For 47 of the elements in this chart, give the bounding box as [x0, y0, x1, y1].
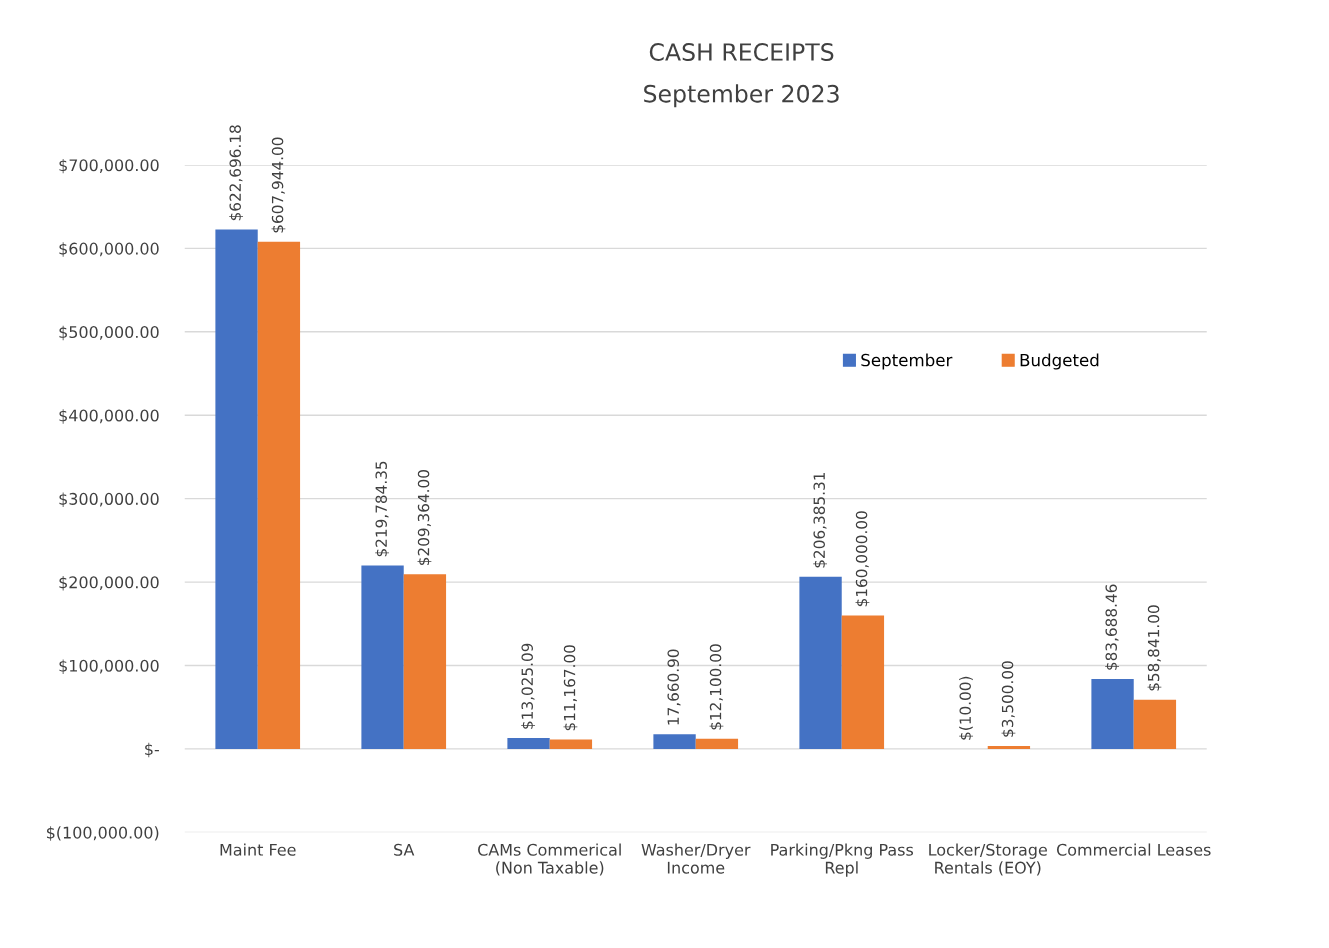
chart-title: CASH RECEIPTS [649, 43, 834, 61]
data-label: $(10.00) [959, 676, 974, 740]
data-label: $58,841.00 [1147, 605, 1162, 691]
data-label: $160,000.00 [855, 511, 870, 607]
x-tick-label: SA [394, 843, 415, 856]
bar [507, 738, 550, 749]
bar [549, 739, 593, 749]
bar [403, 574, 447, 749]
y-tick-label: $700,000.00 [59, 158, 159, 174]
data-label: $12,100.00 [709, 644, 724, 730]
bar [257, 241, 301, 749]
x-tick-label: Locker/Storage Rentals (EOY) [929, 843, 1047, 876]
x-tick-label: CAMs Commerical (Non Taxable) [478, 843, 621, 876]
y-tick-label: $(100,000.00) [46, 826, 159, 841]
y-tick-label: $- [145, 742, 159, 758]
data-label: $219,784.35 [375, 461, 390, 557]
bar [1091, 679, 1134, 749]
data-label: $3,500.00 [1001, 661, 1016, 737]
x-tick-label: Parking/Pkng Pass Repl [771, 843, 914, 877]
data-label: $13,025.09 [521, 643, 536, 729]
y-tick-label: $400,000.00 [59, 409, 159, 424]
data-label: $206,385.31 [813, 472, 828, 568]
data-label: $622,696.18 [229, 125, 244, 221]
bar [799, 576, 842, 749]
data-label: 17,660.90 [667, 649, 681, 725]
data-label: $209,364.00 [417, 470, 432, 565]
chart-subtitle: September 2023 [644, 84, 839, 108]
data-label: $11,167.00 [563, 645, 578, 731]
y-tick-label: $100,000.00 [59, 659, 159, 674]
x-tick-label: Maint Fee [220, 843, 296, 856]
y-tick-label: $200,000.00 [59, 576, 159, 591]
bar [841, 615, 885, 749]
y-tick-label: $300,000.00 [59, 492, 159, 508]
bar [215, 229, 258, 749]
y-tick-label: $600,000.00 [59, 242, 159, 257]
legend-label: Budgeted [1020, 353, 1099, 370]
y-tick-label: $500,000.00 [59, 325, 159, 341]
bar [361, 565, 404, 749]
x-tick-label: Washer/Dryer Income [641, 843, 751, 874]
bar [1133, 699, 1177, 749]
data-label: $607,944.00 [271, 137, 286, 233]
data-label: $83,688.46 [1105, 584, 1120, 670]
x-tick-label: Commercial Leases [1056, 843, 1211, 856]
bar [695, 738, 739, 749]
legend-label: September [861, 353, 953, 370]
bar [653, 734, 696, 749]
bar [987, 746, 1031, 749]
